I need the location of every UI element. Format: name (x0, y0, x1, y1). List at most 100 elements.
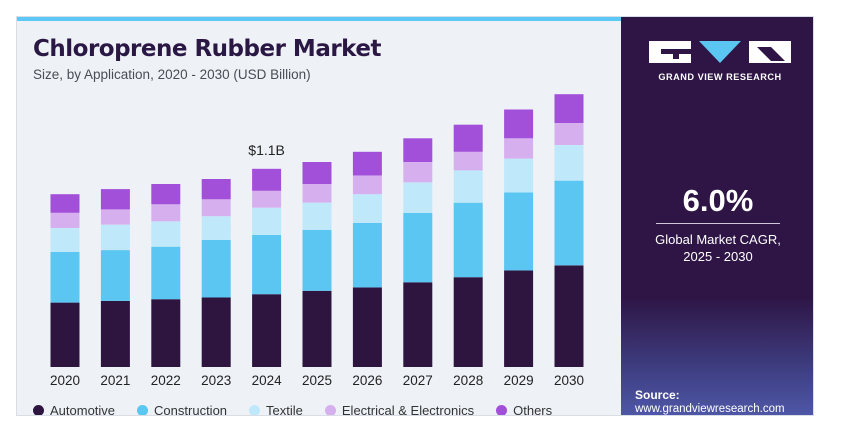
bar-2025-automotive (302, 290, 332, 367)
cagr-label-line1: Global Market CAGR, (655, 232, 781, 247)
bar-2022-textile (151, 221, 181, 247)
bar-2027-textile (403, 182, 433, 213)
legend-item: Others (496, 402, 553, 416)
bar-2027-construction (403, 212, 433, 283)
legend-item: Electrical & Electronics (324, 402, 475, 416)
bar-2026-automotive (352, 287, 382, 367)
bar-2026-others (352, 151, 382, 176)
legend-item: Automotive (33, 402, 116, 416)
bar-2029-construction (504, 192, 534, 271)
bar-2020-electrical-electronics (50, 212, 80, 228)
chart-subtitle: Size, by Application, 2020 - 2030 (USD B… (33, 67, 311, 82)
legend-dot-icon (33, 404, 44, 415)
cagr-divider (656, 223, 780, 224)
bar-2028-textile (453, 170, 483, 203)
bar-2024-automotive (252, 294, 282, 367)
bar-2020-construction (50, 251, 80, 303)
bar-2021-textile (100, 224, 130, 251)
bar-2024-construction (252, 234, 282, 295)
bar-2026-construction (352, 223, 382, 288)
bar-2023-textile (201, 216, 231, 240)
brand-name: GRAND VIEW RESEARCH (658, 72, 782, 82)
cagr-label-line2: 2025 - 2030 (683, 249, 753, 264)
x-tick-label: 2030 (554, 373, 584, 388)
x-tick-label: 2025 (302, 373, 332, 388)
bar-2026-textile (352, 194, 382, 223)
bar-2020-others (50, 194, 80, 213)
bar-2022-automotive (151, 299, 181, 367)
x-tick-label: 2029 (504, 373, 534, 388)
bar-2025-textile (302, 202, 332, 230)
legend-item: Construction (137, 402, 228, 416)
x-tick-label: 2022 (151, 373, 181, 388)
logo-mark-icon (649, 41, 791, 63)
bar-2030-construction (554, 180, 584, 266)
legend-label: Automotive (50, 402, 116, 416)
chart-legend: Automotive Construction Textile Electrical … (33, 401, 574, 416)
bar-2024-electrical-electronics (252, 190, 282, 208)
bar-2025-construction (302, 229, 332, 291)
bar-2027-others (403, 138, 433, 162)
legend-dot-icon (324, 404, 336, 415)
legend-dot-icon (137, 404, 149, 415)
bar-2020-automotive (50, 302, 80, 367)
bar-2021-automotive (100, 300, 130, 367)
bar-2022-others (151, 184, 181, 205)
bar-2022-electrical-electronics (151, 204, 181, 222)
x-tick-label: 2023 (201, 373, 231, 388)
bar-2028-automotive (453, 277, 483, 367)
bar-2029-others (504, 109, 534, 139)
bar-2024-textile (252, 207, 282, 235)
legend-label: Construction (154, 402, 228, 416)
legend-item: Textile (249, 402, 303, 416)
bar-2025-others (302, 162, 332, 184)
bar-2026-electrical-electronics (352, 175, 382, 195)
bar-2030-others (554, 94, 584, 123)
source-label: Source: (635, 388, 680, 402)
legend-label: Electrical & Electronics (341, 402, 475, 416)
bar-2030-automotive (554, 265, 584, 367)
legend-label: Others (513, 402, 553, 416)
cagr-value: 6.0% (682, 183, 754, 218)
bar-2029-automotive (504, 270, 534, 367)
bar-2029-textile (504, 158, 534, 193)
bar-2023-construction (201, 239, 231, 298)
bar-2020-textile (50, 228, 80, 252)
x-tick-label: 2021 (100, 373, 130, 388)
bar-value-annotation: $1.1B (248, 142, 285, 158)
bar-2027-automotive (403, 282, 433, 367)
side-panel: GRAND VIEW RESEARCH 6.0% Global Market C… (621, 17, 813, 415)
x-tick-label: 2027 (403, 373, 433, 388)
bar-2023-others (201, 179, 231, 200)
chart-area: Chloroprene Rubber Market Size, by Appli… (17, 17, 621, 416)
stacked-bar-chart: 2020 2021 2022 2023 2024 $1.1B 2025 2026 2027 202… (50, 94, 584, 388)
x-tick-label: 2020 (50, 373, 80, 388)
bar-2025-electrical-electronics (302, 184, 332, 203)
bar-2021-construction (100, 250, 130, 301)
bar-2027-electrical-electronics (403, 162, 433, 183)
x-tick-label: 2024 (252, 373, 283, 388)
bar-2021-others (100, 189, 130, 210)
bar-2028-construction (453, 202, 483, 278)
side-panel-glow (621, 297, 813, 415)
bar-2030-electrical-electronics (554, 123, 584, 145)
legend-label: Textile (266, 402, 303, 416)
chart-title: Chloroprene Rubber Market (33, 36, 381, 62)
cagr-label: Global Market CAGR, 2025 - 2030 (621, 231, 813, 265)
grand-view-research-logo: GRAND VIEW RESEARCH (647, 39, 793, 91)
bar-2030-textile (554, 145, 584, 181)
bar-2023-electrical-electronics (201, 199, 231, 217)
top-accent-bar (17, 17, 621, 21)
bar-2023-automotive (201, 297, 231, 367)
bar-2024-others (252, 168, 282, 191)
bar-2021-electrical-electronics (100, 209, 130, 225)
legend-dot-icon (496, 404, 508, 415)
legend-dot-icon (249, 404, 261, 415)
source-url[interactable]: www.grandviewresearch.com (635, 403, 785, 415)
bar-2028-others (453, 124, 483, 152)
x-tick-label: 2028 (453, 373, 483, 388)
x-tick-label: 2026 (352, 373, 382, 388)
bar-2028-electrical-electronics (453, 151, 483, 171)
bar-2022-construction (151, 246, 181, 300)
chart-card: Chloroprene Rubber Market Size, by Appli… (16, 16, 814, 416)
